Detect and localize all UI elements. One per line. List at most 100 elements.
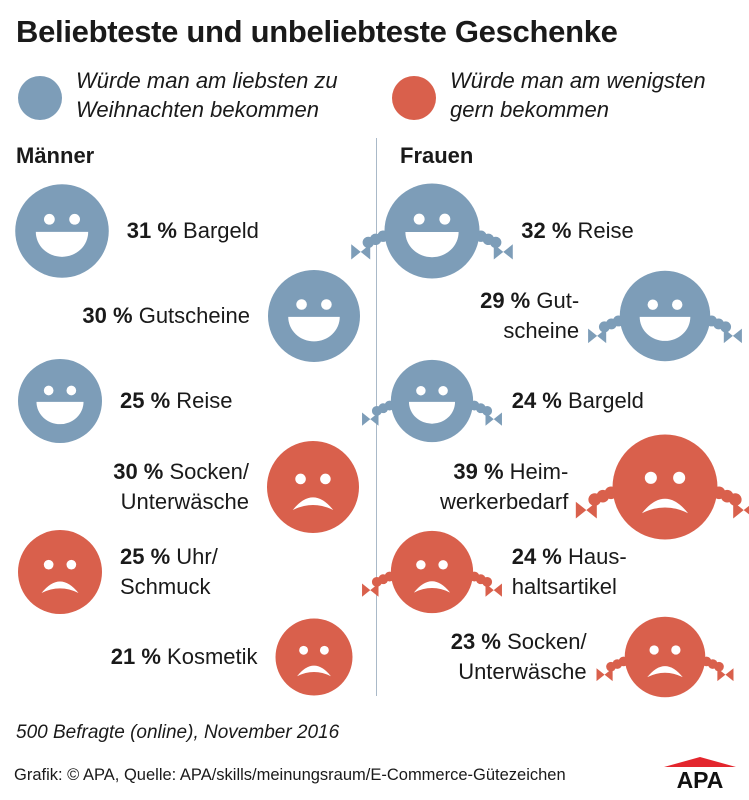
legend-disliked-dot	[392, 76, 436, 120]
legend-disliked-line1: Würde man am wenigsten	[450, 68, 706, 93]
label-percent: 25 %	[120, 544, 171, 569]
mouth-smile	[405, 231, 459, 258]
women-label-6: 23 % Socken/Unterwäsche	[451, 627, 587, 687]
hair-bow	[588, 328, 607, 344]
label-text: Unterwäsche	[458, 659, 587, 684]
apa-logo: APA	[664, 757, 736, 789]
label-text: Gut-	[536, 288, 580, 313]
label-percent: 23 %	[450, 629, 501, 654]
mouth-frown	[297, 665, 331, 677]
men-label-5: 25 % Uhr/Schmuck	[120, 542, 218, 602]
eye	[320, 473, 331, 485]
men-face-5	[18, 530, 102, 614]
men-face-6	[275, 618, 353, 696]
legend-liked-dot	[18, 76, 62, 120]
face-circle	[624, 616, 706, 698]
braid-bead	[598, 321, 610, 333]
hair-bow	[485, 583, 502, 597]
women-face-2	[588, 270, 742, 362]
hair-bow	[575, 501, 597, 519]
mouth-smile	[36, 401, 84, 425]
label-line: 30 % Socken/	[113, 457, 249, 487]
legend-liked-text: Würde man am liebsten zu Weihnachten bek…	[76, 66, 338, 124]
men-face-3	[18, 359, 102, 443]
women-face-4	[575, 434, 749, 540]
label-text: Kosmetik	[167, 644, 258, 669]
braid-bead	[482, 576, 493, 587]
mouth-frown	[641, 498, 689, 514]
label-text: haltsartikel	[511, 574, 617, 599]
hair-bow	[351, 244, 371, 260]
women-label-1: 32 % Reise	[521, 216, 634, 246]
group-women-heading: Frauen	[400, 143, 474, 168]
label-line: 39 % Heim-	[440, 457, 568, 487]
face-circle	[619, 270, 711, 362]
mouth-frown	[647, 666, 683, 678]
face-circle	[15, 184, 109, 278]
women-label-2: 29 % Gut-scheine	[480, 286, 579, 346]
face-circle	[266, 440, 360, 534]
group-men-heading: Männer	[16, 143, 95, 168]
men-label-1: 31 % Bargeld	[127, 216, 259, 246]
label-line: Unterwäsche	[451, 657, 587, 687]
label-percent: 30 %	[113, 459, 164, 484]
label-percent: 30 %	[82, 303, 133, 328]
eye	[295, 473, 306, 485]
label-text: Socken/	[169, 459, 250, 484]
mouth-frown	[413, 581, 451, 593]
label-text: Reise	[577, 218, 634, 243]
braid-bead	[714, 661, 724, 672]
label-percent: 31 %	[126, 218, 177, 243]
hair-bow	[362, 583, 379, 597]
mouth-frown	[41, 581, 79, 593]
label-percent: 25 %	[120, 388, 171, 413]
eye	[321, 299, 332, 310]
label-text: Uhr/	[176, 544, 218, 569]
eye	[673, 471, 686, 484]
women-label-5: 24 % Haus-haltsartikel	[512, 542, 627, 602]
eye	[69, 213, 81, 225]
mouth-smile	[408, 401, 456, 424]
eye	[43, 213, 55, 225]
label-percent: 21 %	[110, 644, 161, 669]
eye	[672, 299, 683, 310]
hair-bow	[596, 668, 613, 682]
apa-logo-text: APA	[677, 767, 724, 789]
label-text: Haus-	[568, 544, 627, 569]
mouth-frown	[292, 497, 334, 511]
label-line: 25 % Uhr/	[120, 542, 218, 572]
label-text: Socken/	[507, 629, 587, 654]
label-line: 29 % Gut-	[480, 286, 579, 316]
mouth-smile	[35, 231, 89, 257]
label-line: Schmuck	[120, 572, 218, 602]
braid-bead	[720, 321, 732, 333]
label-percent: 24 %	[511, 544, 562, 569]
eye	[43, 559, 54, 570]
label-text: werkerbedarf	[439, 489, 569, 514]
men-label-4: 30 % Socken/Unterwäsche	[113, 457, 249, 517]
braid-bead	[371, 576, 382, 587]
label-line: 23 % Socken/	[451, 627, 587, 657]
men-label-6: 21 % Kosmetik	[111, 642, 258, 672]
label-line: 21 % Kosmetik	[111, 642, 258, 672]
label-line: haltsartikel	[512, 572, 627, 602]
label-line: 25 % Reise	[120, 386, 233, 416]
women-face-5	[362, 530, 502, 614]
braid-bead	[362, 236, 375, 249]
label-line: scheine	[480, 316, 579, 346]
label-line: 24 % Bargeld	[512, 386, 644, 416]
women-label-3: 24 % Bargeld	[512, 386, 644, 416]
eye	[644, 471, 657, 484]
men-face-1	[15, 184, 109, 278]
eye	[43, 385, 54, 396]
women-face-3	[362, 359, 502, 443]
women-label-4: 39 % Heim-werkerbedarf	[440, 457, 568, 517]
hair-bow	[723, 328, 742, 344]
label-text: Heim-	[509, 459, 569, 484]
eye	[296, 299, 307, 310]
face-circle	[275, 618, 353, 696]
face-circle	[390, 530, 474, 614]
hair-bow	[362, 412, 379, 426]
label-line: 24 % Haus-	[512, 542, 627, 572]
braid-bead	[482, 405, 493, 416]
